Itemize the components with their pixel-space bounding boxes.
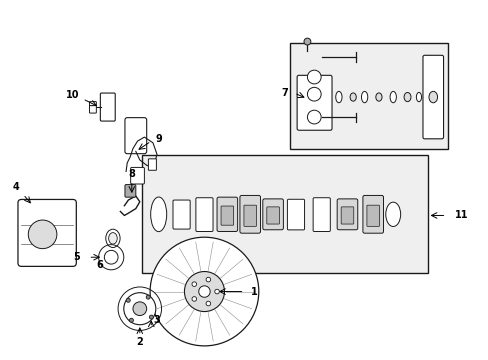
Text: 2: 2	[136, 337, 143, 347]
FancyBboxPatch shape	[173, 200, 190, 229]
FancyBboxPatch shape	[130, 167, 144, 184]
Text: 3: 3	[153, 315, 160, 325]
FancyBboxPatch shape	[341, 207, 353, 224]
Bar	[290, 43, 447, 149]
Text: 8: 8	[128, 169, 135, 179]
Text: 5: 5	[73, 252, 80, 262]
Circle shape	[104, 250, 118, 264]
FancyBboxPatch shape	[89, 102, 96, 113]
Circle shape	[146, 295, 150, 299]
Circle shape	[28, 220, 57, 249]
Ellipse shape	[150, 197, 166, 231]
Text: 11: 11	[454, 211, 468, 220]
Circle shape	[192, 282, 196, 287]
FancyBboxPatch shape	[262, 199, 283, 230]
FancyBboxPatch shape	[148, 159, 156, 170]
Bar	[141, 156, 427, 273]
Text: 4: 4	[12, 182, 19, 192]
Circle shape	[129, 318, 133, 322]
Ellipse shape	[108, 233, 117, 244]
Circle shape	[205, 301, 210, 306]
Text: 9: 9	[155, 134, 162, 144]
Circle shape	[192, 297, 196, 301]
Ellipse shape	[349, 93, 356, 101]
Ellipse shape	[375, 93, 381, 101]
Circle shape	[205, 277, 210, 282]
Circle shape	[198, 286, 210, 297]
FancyBboxPatch shape	[312, 198, 329, 231]
Ellipse shape	[403, 93, 410, 102]
FancyBboxPatch shape	[125, 185, 136, 197]
Circle shape	[304, 38, 310, 45]
Text: 6: 6	[96, 260, 103, 270]
FancyBboxPatch shape	[100, 93, 115, 121]
Circle shape	[126, 298, 130, 302]
FancyBboxPatch shape	[217, 197, 237, 231]
FancyBboxPatch shape	[240, 195, 260, 233]
Circle shape	[214, 289, 219, 294]
FancyBboxPatch shape	[337, 199, 357, 230]
Ellipse shape	[361, 91, 367, 103]
Text: 7: 7	[281, 88, 287, 98]
Circle shape	[307, 87, 321, 101]
Circle shape	[123, 293, 156, 325]
Circle shape	[184, 271, 224, 311]
Text: 10: 10	[66, 90, 80, 100]
Circle shape	[149, 315, 153, 319]
FancyBboxPatch shape	[287, 199, 304, 230]
Ellipse shape	[416, 93, 421, 102]
FancyBboxPatch shape	[266, 207, 279, 224]
Circle shape	[133, 302, 146, 316]
FancyBboxPatch shape	[366, 205, 379, 226]
Circle shape	[150, 237, 258, 346]
FancyBboxPatch shape	[297, 75, 331, 130]
Circle shape	[307, 110, 321, 124]
Ellipse shape	[385, 202, 400, 226]
FancyBboxPatch shape	[362, 195, 383, 233]
Ellipse shape	[389, 91, 396, 103]
FancyBboxPatch shape	[196, 198, 213, 231]
FancyBboxPatch shape	[422, 55, 443, 139]
FancyBboxPatch shape	[221, 206, 233, 225]
FancyBboxPatch shape	[18, 199, 76, 266]
Ellipse shape	[428, 91, 437, 103]
Circle shape	[307, 70, 321, 84]
FancyBboxPatch shape	[244, 205, 256, 226]
FancyBboxPatch shape	[125, 118, 146, 154]
Ellipse shape	[335, 91, 341, 103]
Text: 1: 1	[250, 287, 257, 297]
